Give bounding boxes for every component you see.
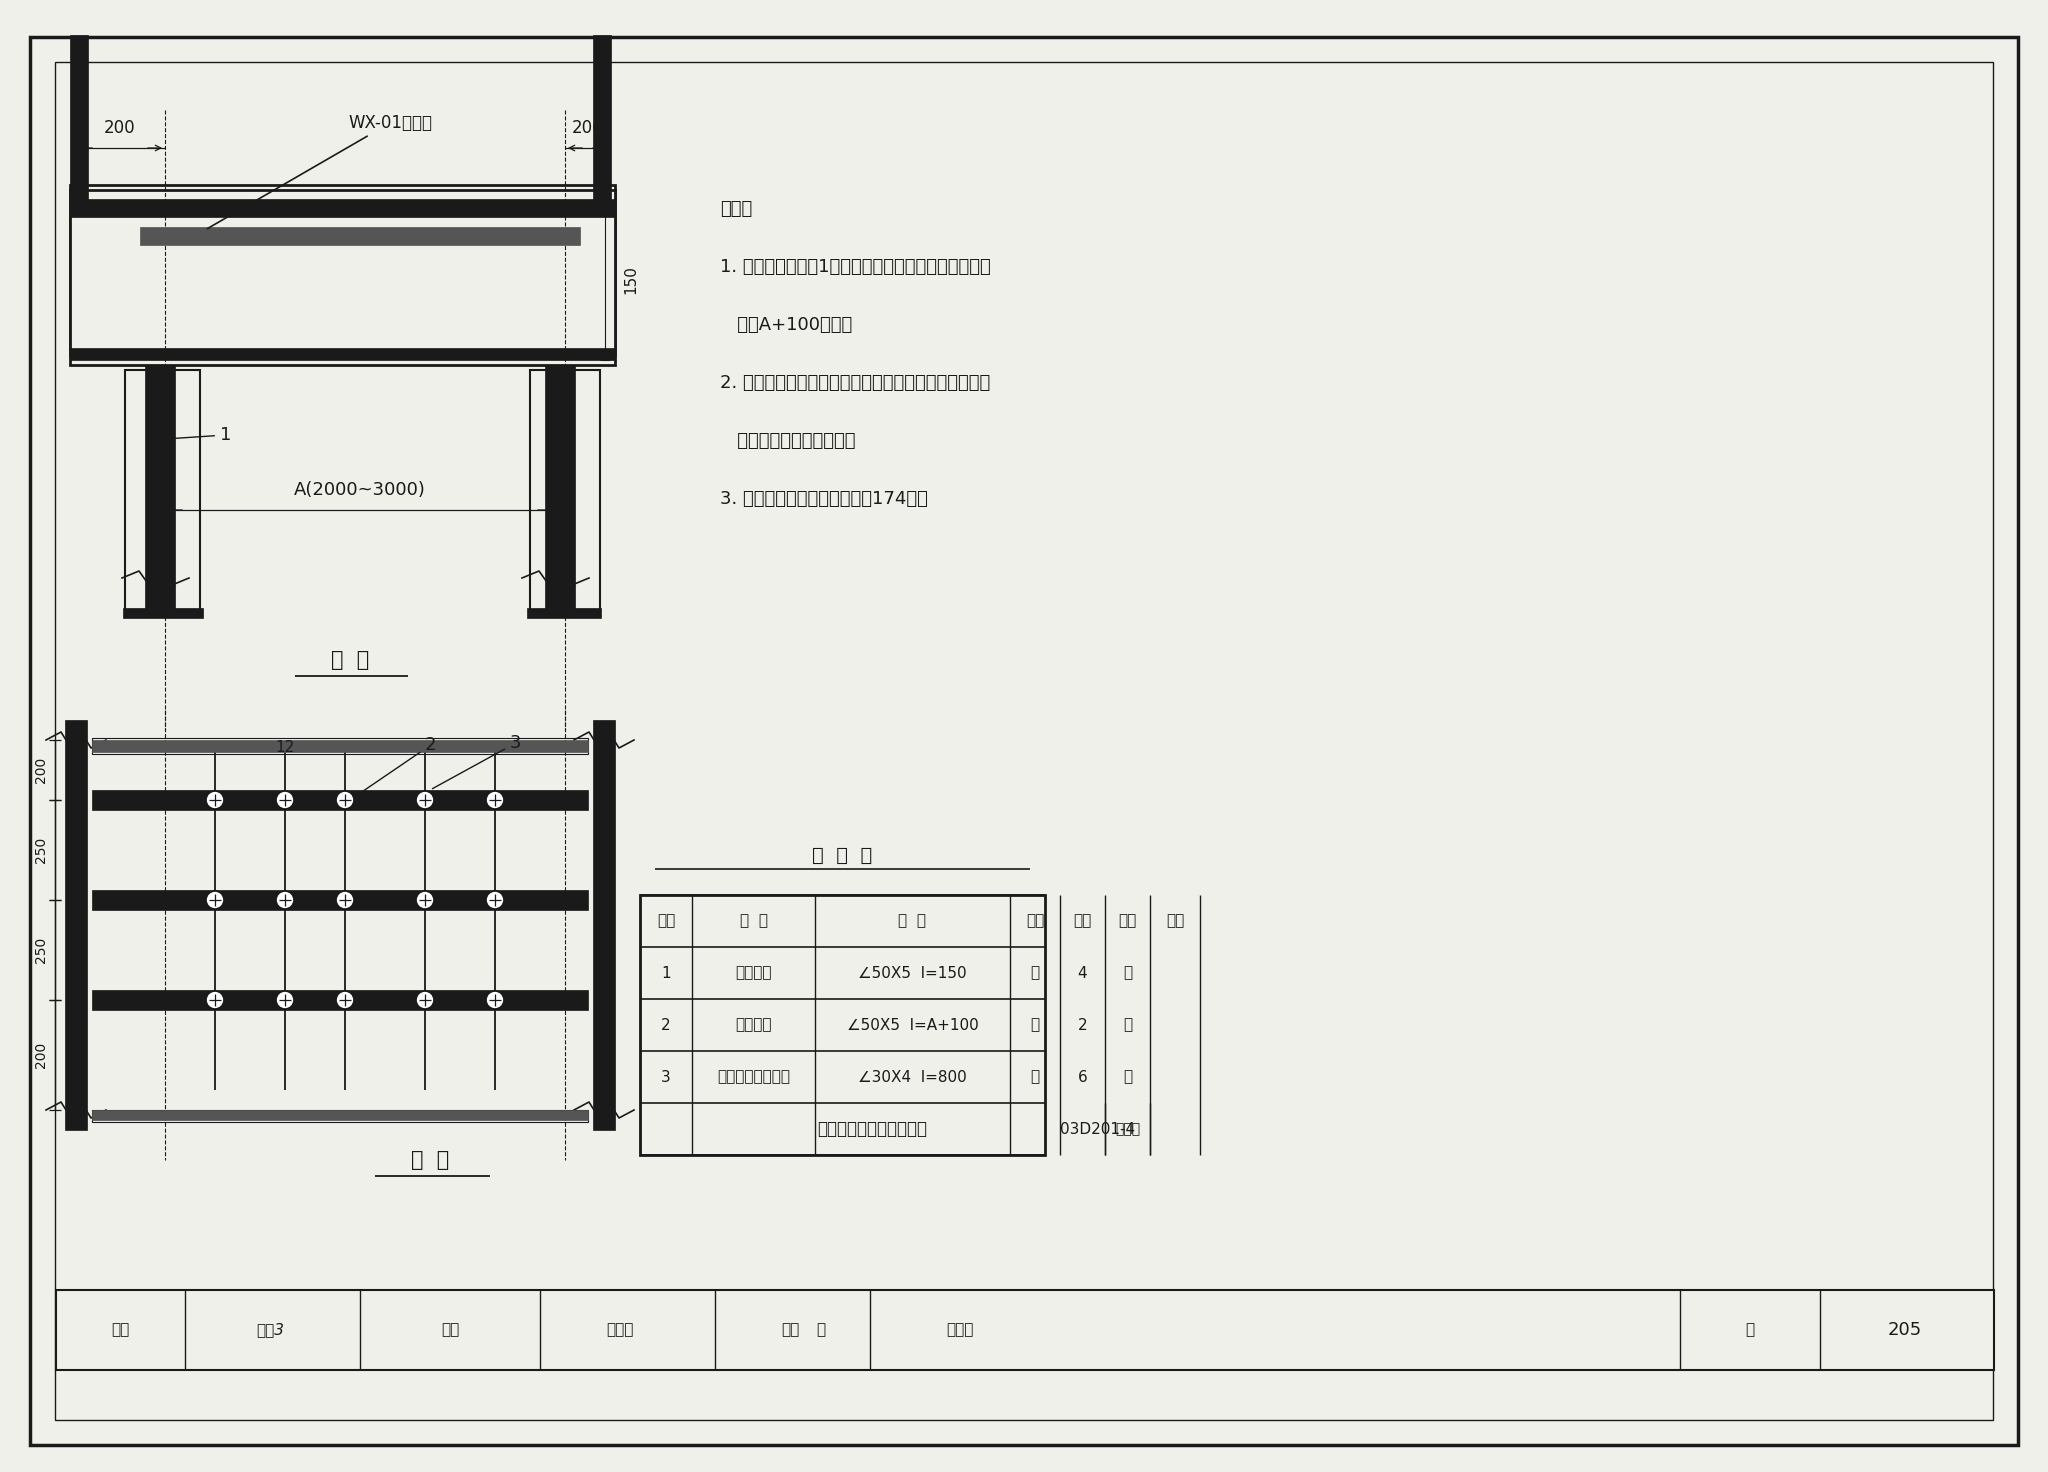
Text: 图集号: 图集号 [1114,1122,1141,1136]
Text: 页: 页 [1745,1322,1755,1338]
Text: 150: 150 [623,265,639,294]
Text: 3: 3 [432,735,522,789]
Text: 250: 250 [35,936,47,963]
Text: 平  面: 平 面 [412,1150,449,1170]
Circle shape [207,790,223,810]
Circle shape [276,991,295,1008]
Text: WX-01绝缘子: WX-01绝缘子 [207,113,432,228]
Bar [526,608,600,618]
Text: 孙宝玲: 孙宝玲 [606,1322,633,1338]
Text: 审核: 审核 [111,1322,129,1338]
Text: 03D201-4: 03D201-4 [1061,1122,1135,1136]
Text: 低压开关柜中间母线桥架: 低压开关柜中间母线桥架 [817,1120,928,1138]
Circle shape [276,790,295,810]
Bar [70,35,88,200]
Bar [594,35,610,200]
Bar [92,1110,588,1122]
Text: 根: 根 [1030,966,1040,980]
Circle shape [336,891,354,910]
Text: 根: 根 [1030,1017,1040,1032]
Text: 200: 200 [571,119,604,137]
Text: 2: 2 [662,1017,672,1032]
Text: 1. 角钢横梁（零件1）的长度应按低压配电屏通廊实际: 1. 角钢横梁（零件1）的长度应按低压配电屏通廊实际 [721,258,991,277]
Text: 2: 2 [352,736,436,798]
Text: ∠30X4  l=800: ∠30X4 l=800 [858,1070,967,1085]
Text: 明  细  表: 明 细 表 [813,845,872,864]
Bar [70,190,614,365]
Text: 李彦文: 李彦文 [946,1322,973,1338]
Circle shape [207,991,223,1008]
Circle shape [485,991,504,1008]
Text: 角钢横梁: 角钢横梁 [735,1017,772,1032]
Bar [123,608,203,618]
Text: 200: 200 [104,119,135,137]
Text: 校对: 校对 [440,1322,459,1338]
Circle shape [336,790,354,810]
Bar [92,991,588,1010]
Text: －: － [1122,1017,1133,1032]
Circle shape [207,891,223,910]
Text: 角钢立柱: 角钢立柱 [735,966,772,980]
Text: 说明：: 说明： [721,200,752,218]
Circle shape [485,790,504,810]
Bar [125,369,201,615]
Circle shape [336,991,354,1008]
Text: 固定绝缘子用角钢: 固定绝缘子用角钢 [717,1070,791,1085]
Bar [530,369,600,615]
Text: 3. 绝缘子在支架上安装见图第174页。: 3. 绝缘子在支架上安装见图第174页。 [721,490,928,508]
Bar [70,199,614,216]
Bar [145,365,174,609]
Text: 单位: 单位 [1026,914,1044,929]
Text: 可采用焊接或螺栓紧固。: 可采用焊接或螺栓紧固。 [721,431,856,450]
Text: 200: 200 [35,757,47,783]
Bar [92,740,588,752]
Text: 3: 3 [662,1070,672,1085]
Circle shape [485,891,504,910]
Bar [55,1289,1995,1370]
Bar [594,720,614,1130]
Bar [92,737,588,754]
Text: 立  面: 立 面 [332,651,369,670]
Text: 宽度A+100下料。: 宽度A+100下料。 [721,316,852,334]
Circle shape [416,991,434,1008]
Bar [92,790,588,810]
Text: 序号: 序号 [657,914,676,929]
Text: ∠50X5  l=A+100: ∠50X5 l=A+100 [846,1017,979,1032]
Text: A(2000~3000): A(2000~3000) [295,481,426,499]
Bar [139,227,580,244]
Text: 名  称: 名 称 [739,914,768,929]
Text: 2: 2 [1077,1017,1087,1032]
Text: 1: 1 [154,425,231,445]
Text: 205: 205 [1888,1320,1923,1340]
Bar [639,895,1044,1156]
Bar [139,227,580,247]
Text: －: － [1122,1070,1133,1085]
Bar [92,891,588,910]
Bar [66,720,86,1130]
Circle shape [416,891,434,910]
Text: －: － [1122,966,1133,980]
Text: 1: 1 [662,966,672,980]
Text: 200: 200 [35,1042,47,1069]
Text: 4: 4 [1077,966,1087,980]
Circle shape [416,790,434,810]
Bar [70,185,614,355]
Circle shape [276,891,295,910]
Text: 250: 250 [35,838,47,863]
Bar [545,365,575,609]
Bar [92,1110,588,1120]
Text: 备注: 备注 [1165,914,1184,929]
Text: 规  格: 规 格 [899,914,926,929]
Text: 页: 页 [815,1322,825,1338]
Text: 根: 根 [1030,1070,1040,1085]
Text: 页次: 页次 [1118,914,1137,929]
Text: 12: 12 [274,740,295,755]
Text: 数量: 数量 [1073,914,1092,929]
Text: ∠50X5  l=150: ∠50X5 l=150 [858,966,967,980]
Text: 6: 6 [1077,1070,1087,1085]
Text: 设计: 设计 [780,1322,799,1338]
Text: 李权3: 李权3 [256,1322,285,1338]
Text: 2. 支架本体全部采用焊接。支架在低压配电屏上的固定: 2. 支架本体全部采用焊接。支架在低压配电屏上的固定 [721,374,991,392]
Bar [70,347,614,361]
